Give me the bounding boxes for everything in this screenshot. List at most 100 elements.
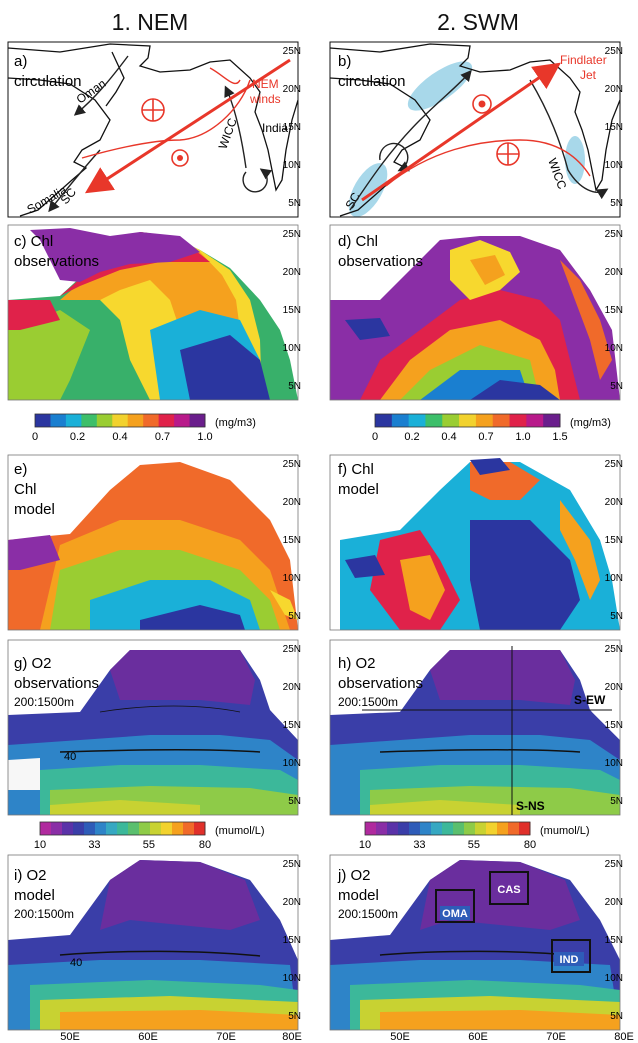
lat-tick: 20N [605, 84, 623, 95]
lat-tick: 5N [288, 796, 301, 807]
colorbar-unit: (mumol/L) [540, 825, 590, 837]
colorbar-swatch [453, 822, 465, 835]
wicc-arrow [224, 85, 247, 169]
region-box-cas: CAS [489, 871, 529, 905]
svg-text:OMA: OMA [442, 908, 468, 920]
longitude-labels-right: 50E 60E 70E 80E [390, 1031, 634, 1043]
colorbar-chl-nem: 0 0.2 0.4 0.7 1.0(mg/m3) [32, 413, 256, 443]
lat-tick: 15N [605, 305, 623, 316]
colorbar-swatch [73, 822, 85, 835]
upwelling-symbol [472, 94, 492, 114]
colorbar-swatch [387, 822, 399, 835]
contour-label: 40 [70, 957, 82, 969]
colorbar-swatch [425, 414, 443, 427]
lat-tick: 15N [283, 122, 301, 133]
longitude-labels-left: 50E 60E 70E 80E [60, 1031, 302, 1043]
colorbar-unit: (mumol/L) [215, 825, 265, 837]
colorbar-tick: 0 [372, 431, 378, 443]
colorbar-swatch [50, 414, 67, 427]
lat-tick: 10N [283, 573, 301, 584]
lat-tick: 25N [605, 46, 623, 57]
svg-text:CAS: CAS [497, 884, 520, 896]
panel-j [330, 860, 620, 1030]
colorbar-swatch [62, 822, 74, 835]
colorbar-swatch [442, 822, 454, 835]
lat-tick: 5N [610, 1011, 623, 1022]
lat-tick: 15N [605, 935, 623, 946]
colorbar-swatch [128, 822, 140, 835]
panel-label: j) O2 [337, 867, 371, 884]
panel-label: 200:1500m [14, 695, 74, 709]
colorbar-tick: 0.7 [155, 431, 170, 443]
panel-label: 200:1500m [338, 907, 398, 921]
downwelling-symbol [141, 98, 165, 122]
lon-tick: 70E [546, 1031, 566, 1043]
lat-tick: 10N [283, 343, 301, 354]
lat-tick: 10N [605, 160, 623, 171]
colorbar-tick: 80 [524, 839, 536, 851]
contour-label: 40 [64, 751, 76, 763]
panel-label: 200:1500m [14, 907, 74, 921]
lat-tick: 5N [288, 611, 301, 622]
colorbar-swatch [161, 822, 173, 835]
colorbar-swatch [365, 822, 377, 835]
region-box-oma: OMA [435, 889, 475, 923]
eddy-arrow [242, 168, 273, 193]
colorbar-swatch [150, 822, 162, 835]
annotation-jet-2: Jet [580, 68, 597, 82]
panel-h [330, 650, 620, 815]
colorbar-swatch [492, 414, 511, 427]
colorbar-tick: 33 [88, 839, 100, 851]
panel-label: model [338, 481, 379, 498]
wicc-arrow [529, 79, 609, 200]
lat-tick: 15N [605, 535, 623, 546]
panel-b: b) circulation Findlater Jet SC WICC [329, 41, 621, 218]
panel-label: 200:1500m [338, 695, 398, 709]
colorbar-unit: (mg/m3) [215, 417, 256, 429]
lat-tick: 10N [605, 973, 623, 984]
lon-tick: 80E [614, 1031, 634, 1043]
lat-tick: 5N [288, 1011, 301, 1022]
panel-label: observations [338, 253, 423, 270]
svg-text:IND: IND [560, 954, 579, 966]
lat-tick: 10N [605, 573, 623, 584]
panel-label: c) Chl [14, 233, 53, 250]
upwelling-symbol [171, 149, 189, 167]
colorbar-swatch [96, 414, 113, 427]
annotation-india: India [262, 121, 288, 135]
nem-wind-arrow [84, 58, 291, 194]
colorbar-swatch [376, 822, 388, 835]
region-box-ind: IND [551, 939, 591, 973]
panel-label: model [338, 887, 379, 904]
panel-a: a) circulation Oman Somalia SC WICC Indi… [7, 41, 299, 218]
colorbar-tick: 1.0 [515, 431, 530, 443]
findlater-jet-arrow [361, 62, 561, 202]
lat-tick: 25N [283, 46, 301, 57]
panel-label: circulation [14, 73, 82, 90]
colorbar-swatch [65, 414, 82, 427]
lat-tick: 20N [283, 84, 301, 95]
colorbar-swatch [431, 822, 443, 835]
panel-i [8, 860, 298, 1030]
colorbar-swatch [84, 822, 96, 835]
lon-tick: 70E [216, 1031, 236, 1043]
lat-tick: 25N [605, 644, 623, 655]
lat-tick: 5N [288, 198, 301, 209]
colorbar-tick: 0.7 [478, 431, 493, 443]
panel-label: observations [14, 253, 99, 270]
colorbar-swatch [51, 822, 63, 835]
colorbar-swatch [183, 822, 195, 835]
colorbar-tick: 80 [199, 839, 211, 851]
panel-g [8, 650, 298, 815]
colorbar-chl-swm: 0 0.2 0.4 0.7 1.0 1.5(mg/m3) [372, 413, 611, 443]
column-title-swm: 2. SWM [437, 9, 519, 35]
lon-tick: 60E [138, 1031, 158, 1043]
lat-tick: 25N [605, 229, 623, 240]
panel-label: i) O2 [14, 867, 47, 884]
lat-tick: 25N [283, 859, 301, 870]
lat-tick: 25N [283, 229, 301, 240]
colorbar-swatch [189, 414, 206, 427]
panel-c [8, 228, 298, 400]
lat-tick: 10N [283, 758, 301, 769]
lat-tick: 10N [605, 758, 623, 769]
